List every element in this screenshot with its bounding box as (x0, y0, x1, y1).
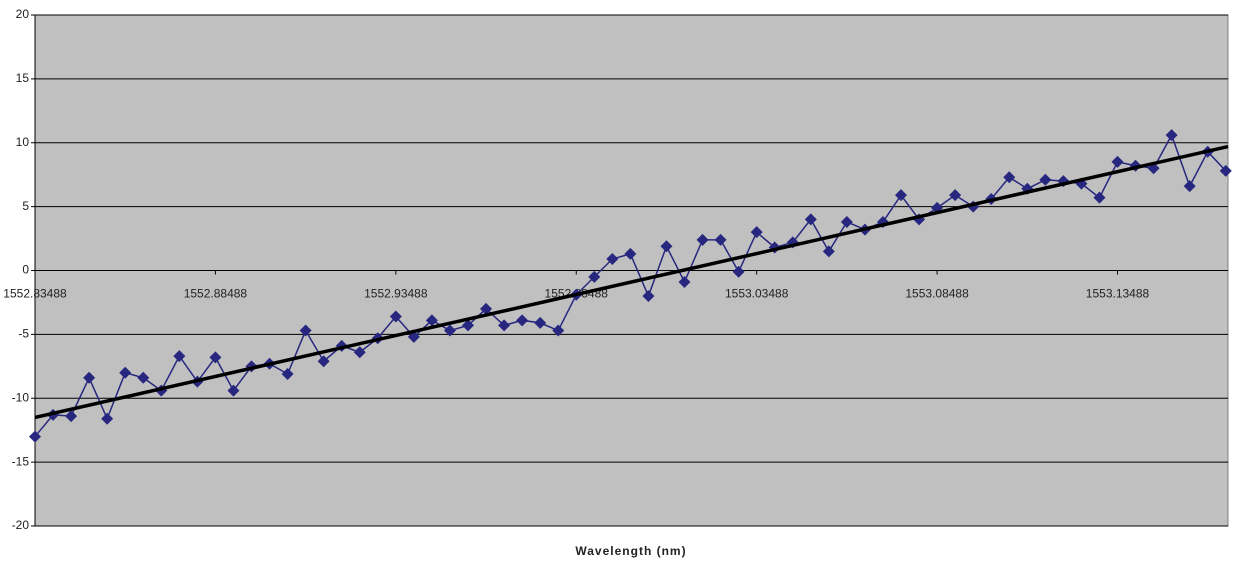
data-marker (173, 350, 186, 363)
x-tick-label: 1552.88488 (184, 287, 248, 301)
data-marker (1165, 129, 1178, 142)
data-marker (895, 189, 908, 202)
data-marker (425, 314, 438, 327)
data-marker (678, 275, 691, 288)
y-tick-label: -10 (12, 390, 30, 404)
data-marker (750, 226, 763, 239)
data-marker (83, 371, 96, 384)
data-marker (317, 355, 330, 368)
data-marker (660, 240, 673, 253)
data-marker (462, 319, 475, 332)
data-marker (119, 366, 132, 379)
data-marker (29, 430, 41, 443)
data-marker (443, 324, 456, 337)
y-tick-label: 15 (16, 71, 30, 85)
data-marker (480, 302, 493, 315)
x-tick-label: 1553.13488 (1086, 287, 1150, 301)
trend-line (34, 144, 1229, 420)
data-marker (209, 351, 222, 364)
data-marker (137, 371, 150, 384)
data-marker (534, 316, 547, 329)
data-marker (840, 215, 853, 228)
x-tick-label: 1553.03488 (725, 287, 789, 301)
data-marker (227, 384, 240, 397)
data-marker (606, 253, 619, 266)
y-tick-label: 10 (16, 135, 30, 149)
data-marker (804, 213, 817, 226)
data-marker (949, 189, 962, 202)
data-marker (1093, 191, 1106, 204)
y-tick-label: 5 (22, 199, 29, 213)
data-marker (1003, 171, 1016, 184)
data-marker (1111, 155, 1124, 168)
data-marker (714, 233, 727, 246)
x-tick-label: 1553.08488 (905, 287, 969, 301)
data-marker (822, 245, 835, 258)
data-marker (1219, 164, 1232, 177)
data-marker (516, 314, 529, 327)
data-marker (1183, 180, 1196, 193)
data-marker (101, 412, 114, 425)
data-marker (353, 346, 366, 359)
data-marker (407, 330, 420, 343)
y-tick-label: -5 (18, 327, 29, 341)
y-tick-label: 20 (16, 7, 30, 21)
x-tick-label: 1552.83488 (3, 287, 67, 301)
data-marker (498, 319, 511, 332)
data-marker (1039, 173, 1052, 186)
data-marker (281, 367, 294, 380)
data-marker (65, 410, 78, 423)
data-marker (696, 233, 709, 246)
y-tick-label: -20 (12, 518, 30, 532)
data-marker (732, 265, 745, 278)
data-marker (642, 290, 655, 303)
x-axis-title: Wavelength (nm) (575, 544, 686, 558)
y-tick-label: 0 (22, 263, 29, 277)
x-tick-label: 1552.93488 (364, 287, 428, 301)
y-tick-label: -15 (12, 454, 30, 468)
data-marker (389, 310, 402, 323)
data-marker (299, 324, 312, 337)
data-marker (588, 270, 601, 283)
data-marker (624, 247, 637, 260)
data-marker (552, 324, 565, 337)
